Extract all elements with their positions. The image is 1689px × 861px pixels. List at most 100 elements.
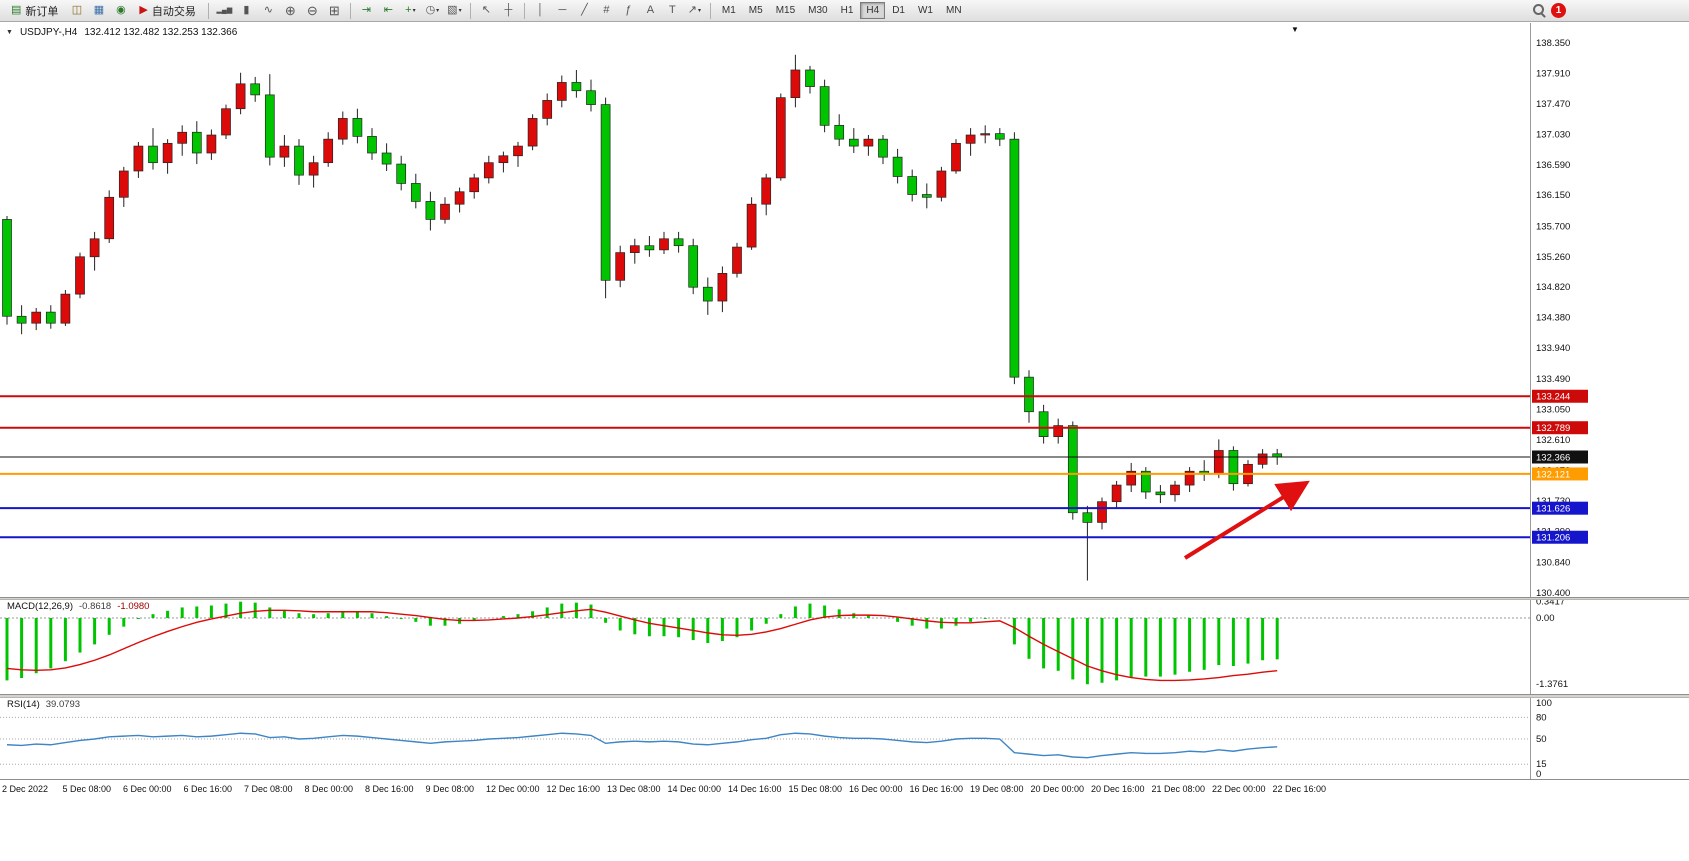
rsi-axis-label: 80 [1536, 712, 1547, 723]
svg-text:138.350: 138.350 [1536, 38, 1570, 49]
svg-text:136.590: 136.590 [1536, 160, 1570, 171]
macd-indicator-label: MACD(12,26,9) -0.8618 -1.0980 [7, 601, 149, 612]
tile-windows-icon[interactable]: ⊞ [328, 3, 340, 18]
time-axis-label: 21 Dec 08:00 [1151, 784, 1206, 794]
line-chart-icon[interactable]: ∿ [263, 4, 273, 16]
panel-splitter[interactable] [0, 694, 1689, 698]
zoom-in-icon[interactable]: ⊕ [284, 3, 296, 18]
timeframe-button-d1[interactable]: D1 [886, 2, 911, 19]
timeframe-button-m15[interactable]: M15 [770, 2, 801, 19]
vertical-line-icon[interactable]: │ [536, 4, 544, 16]
timeframe-button-m5[interactable]: M5 [743, 2, 769, 19]
symbol-label: USDJPY-,H4 [19, 27, 78, 38]
time-axis-label: 13 Dec 08:00 [607, 784, 661, 794]
auto-scroll-icon[interactable]: ⇥ [361, 4, 371, 16]
candlestick-chart-icon[interactable]: ▮ [243, 4, 250, 16]
periods-icon[interactable]: ◷ ▾ [425, 4, 440, 16]
time-axis-label: 6 Dec 16:00 [183, 784, 233, 794]
templates-icon[interactable]: ▧ ▾ [447, 4, 462, 16]
autotrading-button-label: 自动交易 [151, 5, 196, 18]
toolbar-separator [207, 2, 209, 19]
rsi-axis-label: 15 [1536, 759, 1547, 770]
chart-symbol-header: ▼ USDJPY-,H4 132.412 132.482 132.253 132… [6, 27, 237, 38]
bottom-area [0, 798, 1689, 861]
time-axis-label: 20 Dec 16:00 [1091, 784, 1145, 794]
macd-value: -0.8618 [79, 601, 112, 612]
chart-shift-icon[interactable]: ⇤ [383, 4, 393, 16]
time-axis-label: 16 Dec 16:00 [909, 784, 964, 794]
svg-text:131.626: 131.626 [1536, 504, 1570, 515]
profiles-icon[interactable]: ▦ [93, 4, 105, 16]
time-axis-label: 15 Dec 08:00 [788, 784, 843, 794]
time-axis-label: 6 Dec 00:00 [123, 784, 172, 794]
svg-text:131.206: 131.206 [1536, 533, 1570, 544]
rsi-indicator-label: RSI(14) 39.0793 [7, 699, 80, 710]
crosshair-icon[interactable]: ┼ [504, 4, 513, 16]
svg-text:135.260: 135.260 [1536, 252, 1570, 263]
bar-chart-icon[interactable]: ▂▄▆ [216, 7, 233, 14]
autotrading-button[interactable]: ▶ 自动交易 [132, 2, 202, 20]
dropdown-arrow-icon: ▾ [458, 7, 462, 14]
channel-icon[interactable]: # [603, 4, 610, 16]
macd-chart-canvas[interactable]: 0.3417 0.00 -1.3761 [0, 600, 1689, 694]
toolbar-separator [469, 2, 471, 19]
chevron-down-icon[interactable]: ▼ [6, 29, 13, 36]
rsi-chart-canvas[interactable]: 100 80 50 150 [0, 698, 1689, 779]
new-order-icon: ▤ [11, 4, 22, 16]
time-axis-label: 19 Dec 08:00 [970, 784, 1024, 794]
main-chart-canvas[interactable]: 138.350 137.910 137.470 137.030 136.590 136.1… [0, 23, 1689, 597]
rsi-line [6, 732, 1278, 759]
rsi-axis-label: 50 [1536, 734, 1547, 745]
time-axis-label: 16 Dec 00:00 [849, 784, 903, 794]
price-axis-badges: 133.244 132.789 132.366 132.121 131.626 131.2… [1532, 389, 1588, 544]
time-axis-label: 22 Dec 16:00 [1272, 784, 1327, 794]
notification-badge[interactable]: 1 [1551, 3, 1566, 18]
horizontal-line-icon[interactable]: ─ [558, 4, 567, 16]
text-label-icon[interactable]: T [669, 4, 676, 16]
cursor-icon[interactable]: ↖ [481, 4, 491, 16]
timeframe-button-w1[interactable]: W1 [912, 2, 939, 19]
rsi-name: RSI(14) [7, 699, 40, 710]
indicators-icon[interactable]: + ▾ [405, 4, 416, 16]
time-axis-label: 14 Dec 00:00 [667, 784, 722, 794]
time-axis-label: 7 Dec 08:00 [244, 784, 293, 794]
arrows-icon[interactable]: ↗ ▾ [687, 4, 701, 16]
horizontal-level-lines[interactable] [0, 395, 1530, 539]
svg-text:136.150: 136.150 [1536, 190, 1570, 201]
svg-text:133.244: 133.244 [1536, 392, 1570, 403]
text-icon[interactable]: A [646, 4, 655, 16]
dropdown-arrow-icon: ▾ [412, 7, 416, 14]
rsi-axis-label: 0 [1536, 769, 1541, 779]
rsi-axis-label: 100 [1536, 698, 1552, 709]
svg-text:131.730: 131.730 [1536, 496, 1570, 507]
timeframe-button-h4[interactable]: H4 [860, 2, 886, 19]
trend-arrow-annotation[interactable] [1183, 480, 1310, 560]
new-chart-icon[interactable]: ◫ [71, 4, 83, 16]
fibonacci-icon[interactable]: ƒ [625, 4, 632, 16]
timeframe-button-m1[interactable]: M1 [716, 2, 742, 19]
timeframe-button-mn[interactable]: MN [940, 2, 968, 19]
trendline-icon[interactable]: ╱ [581, 4, 588, 16]
macd-signal-value: -1.0980 [117, 601, 150, 612]
zoom-out-icon[interactable]: ⊖ [306, 3, 318, 18]
svg-text:137.030: 137.030 [1536, 129, 1570, 140]
toolbar-separator [709, 2, 711, 19]
macd-histogram [5, 601, 1279, 685]
time-axis-label: 20 Dec 00:00 [1030, 784, 1085, 794]
svg-text:134.820: 134.820 [1536, 282, 1570, 293]
time-axis-label: 2 Dec 2022 [2, 784, 49, 794]
svg-text:132.789: 132.789 [1536, 423, 1570, 434]
svg-text:133.490: 133.490 [1536, 374, 1570, 385]
time-axis[interactable]: 2 Dec 2022 5 Dec 08:00 6 Dec 00:00 6 Dec 16… [0, 779, 1689, 799]
panel-splitter[interactable] [0, 597, 1689, 600]
data-window-icon[interactable]: ◉ [116, 4, 126, 16]
timeframe-button-m30[interactable]: M30 [802, 2, 833, 19]
svg-text:132.366: 132.366 [1536, 452, 1570, 463]
search-icon[interactable] [1529, 2, 1550, 19]
toolbar: ▤ 新订单 ◫ ▦ ◉ ▶ 自动交易 ▂▄▆ ▮ ∿ ⊕ ⊖ ⊞ ⇥ ⇤ + ▾ ◷ ▾ ▧ ▾ ↖ ┼ │ ─ ╱ # ƒ A T ↗ ▾ M… [0, 0, 1689, 22]
new-order-button[interactable]: ▤ 新订单 [4, 2, 65, 20]
svg-text:130.400: 130.400 [1536, 588, 1570, 597]
timeframe-button-h1[interactable]: H1 [835, 2, 860, 19]
chart-shift-marker-icon[interactable]: ▼ [1291, 25, 1299, 34]
